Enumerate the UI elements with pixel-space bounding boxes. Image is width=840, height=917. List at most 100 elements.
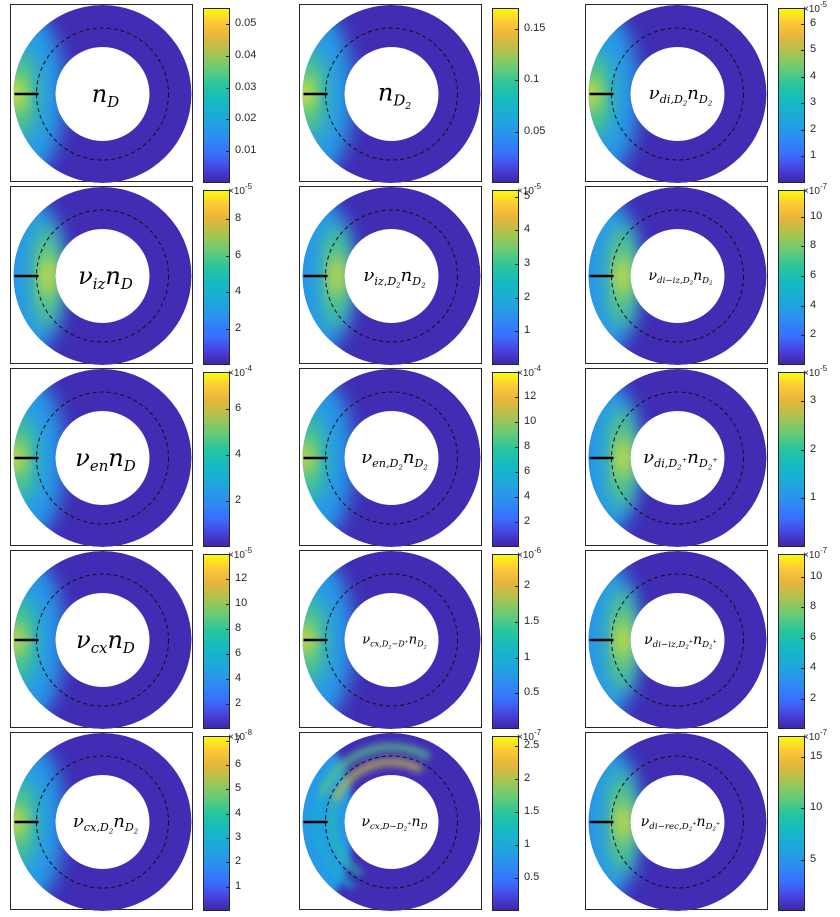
colorbar-tick-mark	[226, 292, 230, 294]
colorbar-tick-mark	[801, 103, 805, 105]
colorbar-tick-mark	[801, 156, 805, 158]
colorbar-tick-label: 5	[524, 189, 531, 202]
colorbar-tick-label: 10	[810, 801, 823, 814]
colorbar-tick-mark	[801, 859, 805, 861]
variable-label: νcxnD	[76, 625, 135, 658]
colorbar-tick-label: 12	[235, 572, 248, 584]
variable-label: νiznD	[78, 261, 133, 294]
colorbar	[203, 372, 230, 547]
colorbar-tick-label: 2	[235, 855, 242, 868]
subplot-12: νdi−iz,D2+nD2+ 2 4 6 8 10 ×10-7	[585, 546, 840, 732]
separatrix-dashed-circle	[36, 27, 169, 161]
colorbar-tick-mark	[515, 844, 519, 846]
colorbar-tick-label: 4	[235, 672, 242, 684]
colorbar-tick-mark	[515, 397, 519, 398]
colorbar-tick-mark	[515, 230, 519, 232]
annulus-heatmap	[302, 187, 481, 365]
colorbar-tick-mark	[226, 740, 230, 742]
colorbar-tick-label: 6	[235, 647, 242, 659]
colorbar-tick-mark	[226, 408, 230, 410]
colorbar-tick-label: 4	[235, 447, 242, 460]
arc-band-1	[332, 759, 423, 803]
colorbar-tick-label: 0.5	[524, 686, 540, 699]
axes-frame: νiznD	[10, 186, 193, 365]
colorbar-tick-label: 2.5	[524, 738, 540, 751]
colorbar-exponent: ×10-4	[517, 364, 542, 379]
variable-label: νen,D2nD2	[361, 446, 428, 472]
variable-label: νcx,D2nD2	[72, 810, 139, 836]
colorbar-tick-mark	[226, 328, 230, 330]
colorbar-tick-label: 4	[524, 223, 531, 236]
colorbar-tick-label: 1.5	[524, 804, 540, 817]
separatrix-dashed-circle	[325, 27, 458, 161]
colorbar-tick-mark	[226, 629, 230, 630]
colorbar-tick-mark	[515, 522, 519, 523]
colorbar-tick-mark	[515, 28, 519, 30]
separatrix-dashed-circle	[325, 573, 458, 707]
annulus-heatmap	[302, 733, 481, 911]
colorbar-tick-mark	[226, 454, 230, 456]
subplot-6: νdi−iz,D2nD2 2 4 6 8 10 ×10-7	[585, 182, 840, 368]
annulus-heatmap	[13, 369, 192, 547]
colorbar-tick-label: 4	[235, 806, 242, 819]
separatrix-dashed-circle	[611, 755, 744, 889]
colorbar-tick-label: 1	[810, 149, 817, 162]
colorbar-tick-label: 2	[524, 290, 531, 303]
axes-frame: νcxnD	[10, 550, 193, 729]
colorbar	[492, 190, 519, 365]
colorbar-tick-label: 5	[810, 43, 817, 56]
colorbar-exponent: ×10-4	[228, 364, 253, 379]
annulus-heatmap	[588, 369, 767, 547]
axes-frame: νdi−iz,D2nD2	[585, 186, 768, 365]
colorbar-exponent: ×10-6	[517, 546, 542, 561]
colorbar	[203, 554, 230, 729]
annulus-heatmap	[588, 733, 767, 911]
colorbar	[778, 736, 805, 911]
colorbar-tick-mark	[801, 808, 805, 810]
colorbar-tick-mark	[226, 862, 230, 864]
colorbar-tick-label: 0.01	[235, 144, 257, 157]
colorbar-tick-label: 2	[810, 328, 817, 341]
separatrix-dashed-circle	[325, 209, 458, 343]
annulus-heatmap	[302, 369, 481, 547]
colorbar-tick-label: 1	[524, 837, 531, 850]
colorbar-tick-mark	[515, 297, 519, 299]
colorbar-tick-mark	[226, 679, 230, 680]
axes-frame: nD	[10, 4, 193, 183]
colorbar-tick-mark	[801, 23, 805, 25]
colorbar-exponent: ×10-5	[517, 182, 542, 197]
annulus-heatmap	[13, 187, 192, 365]
colorbar-tick-mark	[801, 576, 805, 578]
subplot-1: nD 0.01 0.02 0.03 0.04 0.05	[10, 4, 270, 186]
peak-region	[330, 256, 345, 296]
variable-label: νdi−iz,D2+nD2+	[644, 631, 717, 651]
peak-region	[616, 620, 631, 660]
colorbar-tick-label: 8	[810, 239, 817, 252]
colorbar-tick-mark	[226, 838, 230, 840]
arc-band-tail-2	[314, 795, 356, 890]
colorbar-exponent: ×10-8	[228, 728, 253, 743]
variable-label: νennD	[75, 443, 136, 476]
axes-frame: νdi−iz,D2+nD2+	[585, 550, 768, 729]
separatrix-dashed-circle	[611, 573, 744, 707]
subplot-14: νcx,D−D2+nD 0.5 1 1.5 2 2.5 ×10-7	[299, 728, 559, 914]
colorbar-tick-label: 2	[810, 442, 817, 455]
separatrix-dashed-circle	[36, 755, 169, 889]
variable-label: nD2	[377, 78, 412, 113]
colorbar	[203, 190, 230, 365]
colorbar-tick-mark	[801, 50, 805, 52]
colorbar	[203, 8, 230, 183]
colorbar-tick-label: 6	[524, 465, 531, 477]
colorbar-tick-mark	[226, 654, 230, 655]
colorbar-tick-mark	[801, 698, 805, 700]
arc-band-2	[318, 744, 431, 798]
variable-label: νdi,D2+nD2+	[643, 446, 718, 472]
subplot-4: νiznD 2 4 6 8 ×10-5	[10, 182, 270, 368]
colorbar-tick-mark	[801, 668, 805, 670]
annulus-heatmap	[588, 187, 767, 365]
colorbar-tick-mark	[226, 604, 230, 605]
separatrix-dashed-circle	[36, 391, 169, 525]
colorbar-tick-label: 0.03	[235, 80, 257, 93]
colorbar-tick-label: 4	[810, 661, 817, 674]
colorbar-exponent: ×10-7	[517, 728, 542, 743]
